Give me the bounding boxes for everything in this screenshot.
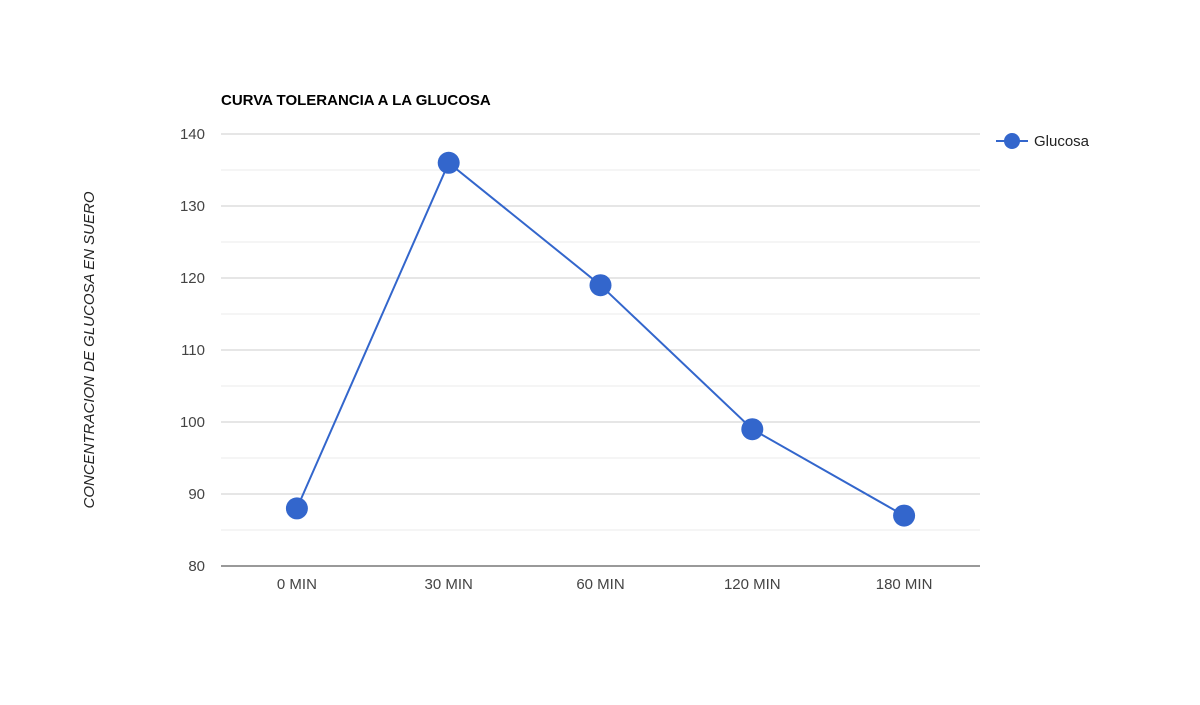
y-tick-label: 90 xyxy=(188,486,205,503)
gridlines xyxy=(221,133,980,567)
x-tick-label: 120 MIN xyxy=(724,576,781,593)
chart-title: CURVA TOLERANCIA A LA GLUCOSA xyxy=(221,92,491,109)
series-line xyxy=(295,161,905,517)
series-area xyxy=(285,151,916,527)
y-tick-label: 80 xyxy=(188,558,205,575)
legend-label: Glucosa xyxy=(1034,133,1090,150)
x-tick-label: 180 MIN xyxy=(876,576,933,593)
y-tick-label: 110 xyxy=(181,342,205,359)
y-tick-label: 100 xyxy=(180,414,205,431)
y-tick-label: 130 xyxy=(180,198,205,215)
data-point[interactable] xyxy=(589,274,612,297)
x-tick-label: 0 MIN xyxy=(277,576,317,593)
legend-marker xyxy=(1004,133,1020,149)
data-point[interactable] xyxy=(741,418,764,441)
data-point[interactable] xyxy=(285,497,308,520)
y-tick-label: 140 xyxy=(180,126,205,143)
data-point[interactable] xyxy=(893,504,916,527)
x-tick-label: 30 MIN xyxy=(425,576,473,593)
y-axis-title: CONCENTRACION DE GLUCOSA EN SUERO xyxy=(81,191,98,508)
y-tick-label: 120 xyxy=(180,270,205,287)
data-point[interactable] xyxy=(437,151,460,174)
legend[interactable]: Glucosa xyxy=(996,133,1090,150)
x-tick-label: 60 MIN xyxy=(576,576,624,593)
axes: 80 90 100 110 120 130 140 0 MIN 30 MIN 60 MIN 120 … xyxy=(180,126,932,593)
